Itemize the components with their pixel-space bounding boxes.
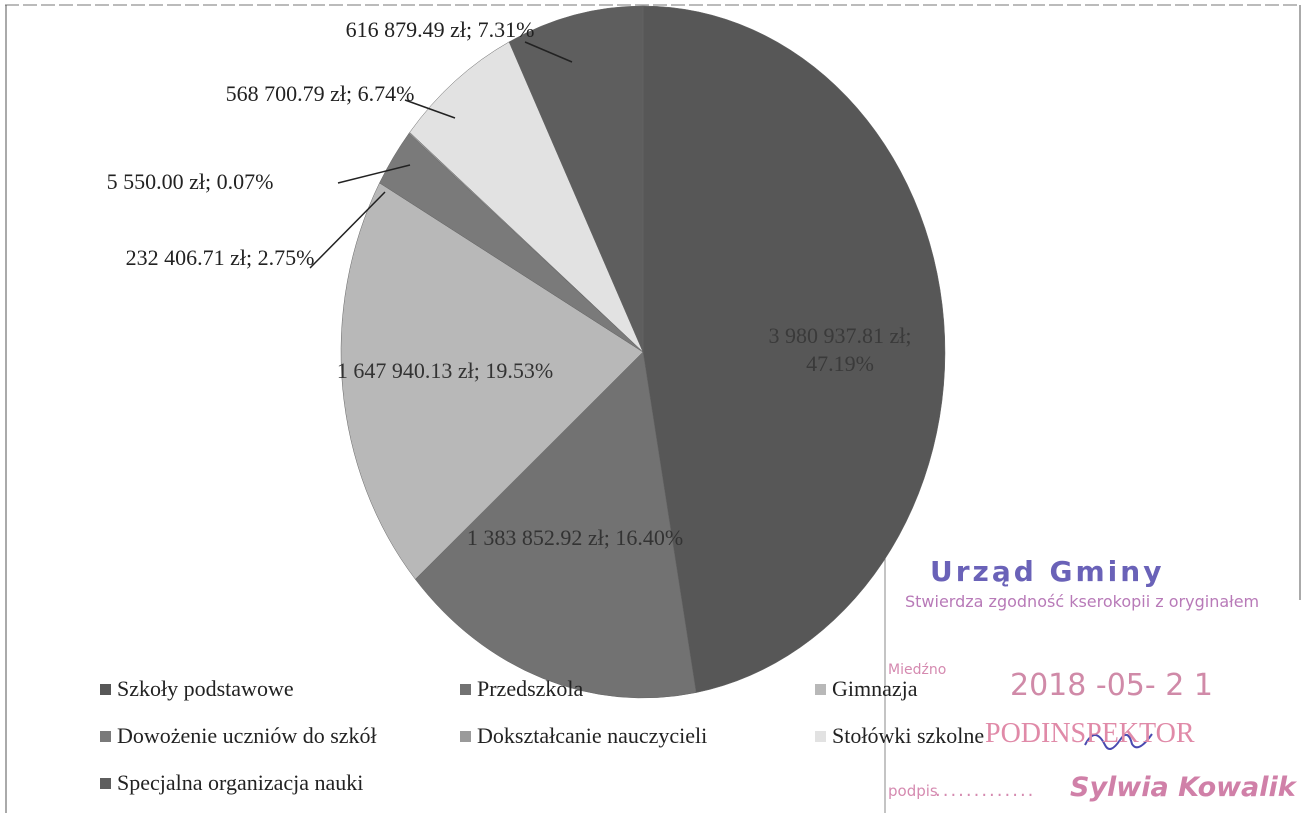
stamp-office: Urząd Gminy xyxy=(930,555,1165,588)
legend-swatch xyxy=(100,730,111,742)
leader-line xyxy=(309,191,386,269)
pie-slice xyxy=(414,351,697,699)
leader-line xyxy=(337,164,411,184)
signature xyxy=(1084,733,1153,750)
data-label: 232 406.71 zł; 2.75% xyxy=(125,245,315,270)
legend-swatch xyxy=(815,730,826,742)
legend-swatch xyxy=(100,777,111,789)
legend-swatch xyxy=(460,683,471,695)
legend-item: Przedszkola xyxy=(460,676,583,702)
legend-swatch xyxy=(460,730,471,742)
stamp-date: 2018 -05- 2 1 xyxy=(1010,668,1213,703)
data-label: 1 647 940.13 zł; 19.53% xyxy=(336,358,554,383)
legend-label: Przedszkola xyxy=(477,676,584,701)
legend-label: Szkoły podstawowe xyxy=(117,676,294,701)
legend-label: Specjalna organizacja nauki xyxy=(117,770,364,795)
stamp-position: PODINSPEKTOR xyxy=(985,718,1195,749)
stamp-certification: Stwierdza zgodność kserokopii z oryginał… xyxy=(905,592,1260,611)
legend-label: Gimnazja xyxy=(832,676,918,701)
leader-line xyxy=(524,41,573,63)
legend-item: Szkoły podstawowe xyxy=(100,676,294,702)
legend-item: Dowożenie uczniów do szkół xyxy=(100,723,377,749)
pie-slice xyxy=(409,41,644,353)
data-label: 5 550.00 zł; 0.07% xyxy=(106,169,274,194)
legend-item: Stołówki szkolne xyxy=(815,723,984,749)
legend-label: Stołówki szkolne xyxy=(832,723,985,748)
data-label: 616 879.49 zł; 7.31% xyxy=(345,17,535,42)
stamp-signature-label: podpis xyxy=(888,782,938,800)
legend-swatch xyxy=(815,683,826,695)
legend-label: Dowożenie uczniów do szkół xyxy=(117,723,377,748)
stamp-dots: ............. xyxy=(935,780,1036,801)
legend-item: Dokształcanie nauczycieli xyxy=(460,723,707,749)
legend-item: Specjalna organizacja nauki xyxy=(100,770,363,796)
stamp-place: Miedźno xyxy=(888,662,947,678)
data-label: 568 700.79 zł; 6.74% xyxy=(225,81,415,106)
legend-swatch xyxy=(100,683,111,695)
pie-slice xyxy=(508,5,644,353)
pie-slice xyxy=(642,5,946,693)
legend-label: Dokształcanie nauczycieli xyxy=(477,723,708,748)
pie-slice xyxy=(340,182,644,580)
leader-line xyxy=(404,99,456,119)
data-label: 3 980 937.81 zł; 47.19% xyxy=(768,323,912,376)
data-label: 1 383 852.92 zł; 16.40% xyxy=(466,525,684,550)
legend-item: Gimnazja xyxy=(815,676,918,702)
stamp-name: Sylwia Kowalik xyxy=(1070,772,1296,803)
